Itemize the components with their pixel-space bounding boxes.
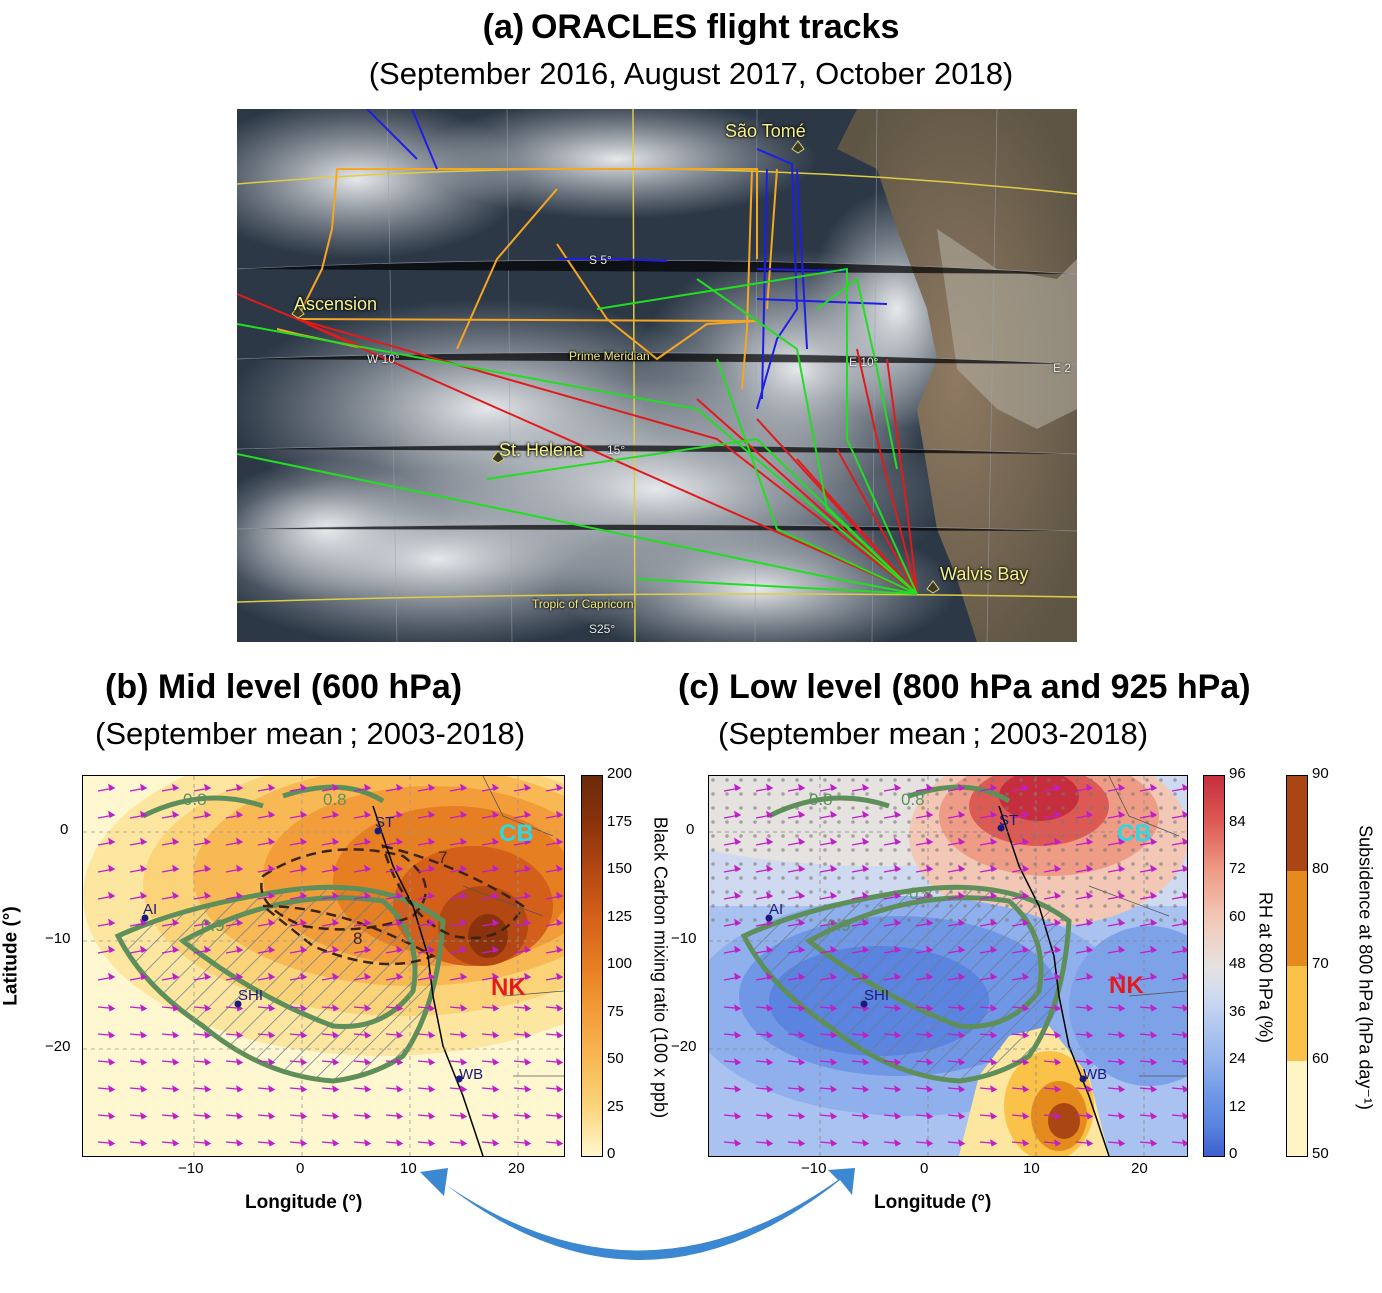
cb-c1-tick-6: 24: [1229, 1050, 1246, 1067]
panel-b-ytick-1: −10: [45, 930, 71, 947]
contour-label-4: 8: [353, 929, 363, 948]
panel-b-xlabel: Longitude (°): [245, 1192, 363, 1213]
cb-b-tick-1: 175: [607, 813, 633, 830]
site-st: ST: [375, 814, 395, 831]
contour-label-3: 7: [438, 848, 448, 867]
place-sao-tome: São Tomé: [725, 121, 806, 141]
panel-c-colorbar-rh-label: RH at 800 hPa (%): [1255, 891, 1276, 1044]
cb-b-tick-5: 75: [607, 1003, 624, 1020]
panel-c-xtick-2: 10: [1023, 1160, 1040, 1177]
grid-label-e2: E 2: [1053, 361, 1072, 375]
grid-label-s25: S25°: [589, 622, 616, 636]
cb-b-tick-0: 200: [607, 765, 633, 782]
contour-label-3: 0.8: [909, 884, 933, 903]
panel-c-xtick-1: 0: [920, 1160, 929, 1177]
cb-c2-tick-3: 60: [1312, 1050, 1329, 1067]
cb-b-tick-6: 50: [607, 1050, 624, 1067]
region-nk: NK: [491, 974, 526, 1001]
label-prime-meridian: Prime Meridian: [569, 349, 650, 363]
grid-label-s15: 15°: [607, 443, 626, 457]
region-nk: NK: [1109, 972, 1144, 999]
contour-label-1: 0.8: [323, 790, 347, 809]
panel-b-ytick-0: 0: [60, 821, 69, 838]
cb-c2-tick-0: 90: [1312, 765, 1329, 782]
panel-c-ytick-1: −10: [671, 930, 697, 947]
contour-label-2: 0.9: [201, 916, 225, 935]
cb-c1-tick-4: 48: [1229, 955, 1246, 972]
cb-b-tick-3: 125: [607, 908, 633, 925]
cb-b-tick-8: 0: [607, 1145, 616, 1162]
label-tropic-of-capricorn: Tropic of Capricorn: [532, 597, 634, 611]
place-walvis-bay: Walvis Bay: [940, 564, 1029, 584]
panel-b-colorbar-label: Black Carbon mixing ratio (100 x ppb): [650, 816, 671, 1119]
panel-b-xtick-1: 0: [296, 1160, 305, 1177]
panel-c-ytick-0: 0: [686, 821, 695, 838]
grid-label-s5: S 5°: [589, 253, 612, 267]
site-ai: AI: [769, 901, 784, 918]
panel-b-ytick-2: −20: [45, 1038, 71, 1055]
satellite-image: [237, 109, 1077, 642]
figure-subtitle: (September 2016, August 2017, October 20…: [368, 56, 1014, 91]
cb-b-tick-7: 25: [607, 1098, 624, 1115]
cb-c1-tick-0: 96: [1229, 765, 1246, 782]
cb-c1-tick-7: 12: [1229, 1098, 1246, 1115]
flight-track-map: São Tomé Ascension St. Helena Walvis Bay…: [237, 109, 1077, 642]
panel-c-xtick-0: −10: [801, 1160, 827, 1177]
panel-b-map: ST AI SHI WB CB NK 0.8 0.8 0.9 7 8: [82, 775, 565, 1157]
cb-c1-tick-8: 0: [1229, 1145, 1238, 1162]
panel-b-field: [83, 776, 564, 1156]
panel-c-xtick-3: 20: [1131, 1160, 1148, 1177]
panel-c-map: ST AI SHI WB CB NK 0.8 0.8 0.9 0.8: [708, 775, 1188, 1157]
grid-label-w10: W 10°: [367, 352, 400, 366]
site-st: ST: [999, 812, 1019, 829]
contour-label-1: 0.8: [901, 790, 925, 809]
panel-c-ytick-2: −20: [671, 1038, 697, 1055]
panel-c-colorbar-subsidence: [1286, 775, 1308, 1157]
grid-label-e10: E 10°: [849, 355, 879, 369]
panel-c-xlabel: Longitude (°): [874, 1192, 992, 1213]
cb-c1-tick-2: 72: [1229, 860, 1246, 877]
cb-b-tick-4: 100: [607, 955, 633, 972]
cb-c1-tick-1: 84: [1229, 813, 1246, 830]
panel-b-colorbar: [581, 775, 603, 1157]
contour-label-2: 0.9: [827, 916, 851, 935]
cb-c2-tick-4: 50: [1312, 1145, 1329, 1162]
panel-c-subtitle: (September mean ; 2003-2018): [718, 716, 1149, 751]
panel-b-subtitle: (September mean ; 2003-2018): [95, 716, 526, 751]
site-wb: WB: [1083, 1066, 1108, 1083]
site-wb: WB: [459, 1066, 484, 1083]
cb-c2-tick-1: 80: [1312, 860, 1329, 877]
contour-label-0: 0.8: [183, 790, 207, 809]
panel-b-title: (b) Mid level (600 hPa): [105, 668, 463, 706]
panel-c-title: (c) Low level (800 hPa and 925 hPa): [678, 668, 1251, 706]
panel-b-xtick-0: −10: [178, 1160, 204, 1177]
site-shi: SHI: [864, 987, 890, 1004]
panel-c-colorbar-subsidence-label: Subsidence at 800 hPa (hPa day⁻¹): [1355, 825, 1376, 1110]
panel-b-xtick-2: 10: [400, 1160, 417, 1177]
panel-c-colorbar-rh: [1203, 775, 1225, 1157]
cb-c2-tick-2: 70: [1312, 955, 1329, 972]
place-ascension: Ascension: [294, 294, 378, 314]
cb-b-tick-2: 150: [607, 860, 633, 877]
cb-c1-tick-3: 60: [1229, 908, 1246, 925]
region-cb: CB: [1117, 820, 1152, 847]
figure-title: (a) ORACLES flight tracks: [482, 8, 900, 46]
place-st-helena: St. Helena: [499, 440, 584, 460]
site-ai: AI: [143, 901, 158, 918]
cb-c1-tick-5: 36: [1229, 1003, 1246, 1020]
site-shi: SHI: [238, 987, 264, 1004]
panel-c-field: [709, 776, 1187, 1156]
panel-b-xtick-3: 20: [508, 1160, 525, 1177]
region-cb: CB: [499, 820, 534, 847]
contour-label-0: 0.8: [809, 790, 833, 809]
panel-b-ylabel: Latitude (°): [0, 906, 22, 1006]
